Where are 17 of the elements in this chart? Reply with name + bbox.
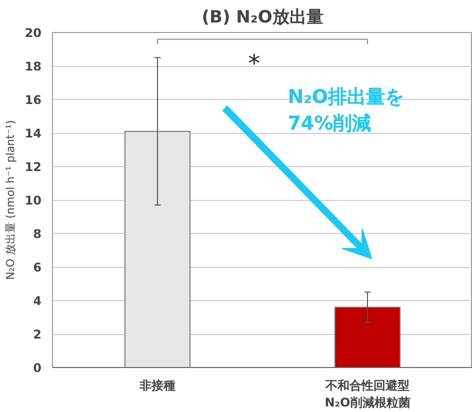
annotation: N₂O排出量を 74%削減: [288, 86, 404, 134]
y-tick-label: 6: [33, 260, 42, 274]
y-tick-label: 20: [24, 26, 42, 40]
y-tick-label: 0: [33, 361, 42, 375]
y-tick-label: 4: [33, 294, 42, 308]
y-tick-label: 2: [33, 328, 42, 342]
x-tick-label: 不和合性回避型 N₂O削減根粒菌: [324, 378, 410, 410]
annotation: *: [248, 50, 260, 78]
y-tick-label: 14: [24, 126, 42, 140]
x-tick-label: 非接種: [138, 378, 176, 392]
y-axis-title: N₂O 放出量 (nmol h⁻¹ plant⁻¹): [4, 120, 17, 280]
chart-title: (B) N₂O放出量: [202, 8, 324, 28]
y-tick-label: 12: [24, 160, 42, 174]
y-tick-label: 18: [24, 60, 42, 74]
y-tick-label: 8: [33, 227, 42, 241]
y-tick-label: 16: [24, 93, 42, 107]
y-tick-label: 10: [24, 194, 42, 208]
